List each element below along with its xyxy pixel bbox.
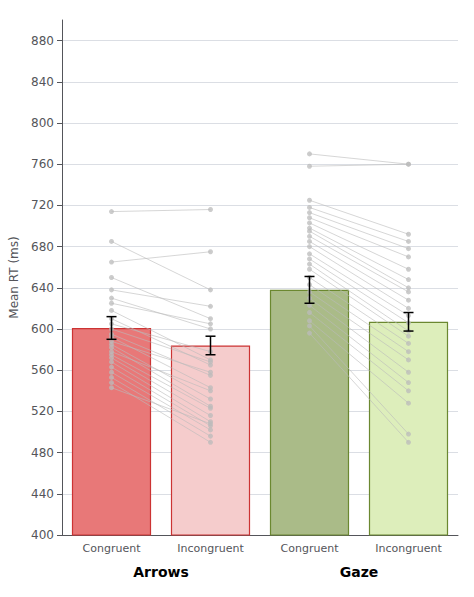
svg-text:400: 400 (31, 528, 54, 542)
svg-text:Incongruent: Incongruent (177, 542, 244, 555)
svg-text:640: 640 (31, 281, 54, 295)
svg-text:440: 440 (31, 487, 54, 501)
svg-text:Arrows: Arrows (133, 564, 189, 580)
svg-text:800: 800 (31, 116, 54, 130)
svg-text:Congruent: Congruent (281, 542, 340, 555)
svg-text:840: 840 (31, 75, 54, 89)
svg-text:Mean RT (ms): Mean RT (ms) (7, 236, 21, 318)
svg-text:Congruent: Congruent (83, 542, 142, 555)
svg-text:680: 680 (31, 240, 54, 254)
svg-text:600: 600 (31, 322, 54, 336)
svg-text:880: 880 (31, 34, 54, 48)
svg-text:480: 480 (31, 446, 54, 460)
svg-text:720: 720 (31, 198, 54, 212)
svg-text:Gaze: Gaze (340, 564, 379, 580)
svg-text:560: 560 (31, 363, 54, 377)
svg-text:760: 760 (31, 157, 54, 171)
svg-text:520: 520 (31, 404, 54, 418)
svg-text:Incongruent: Incongruent (375, 542, 442, 555)
